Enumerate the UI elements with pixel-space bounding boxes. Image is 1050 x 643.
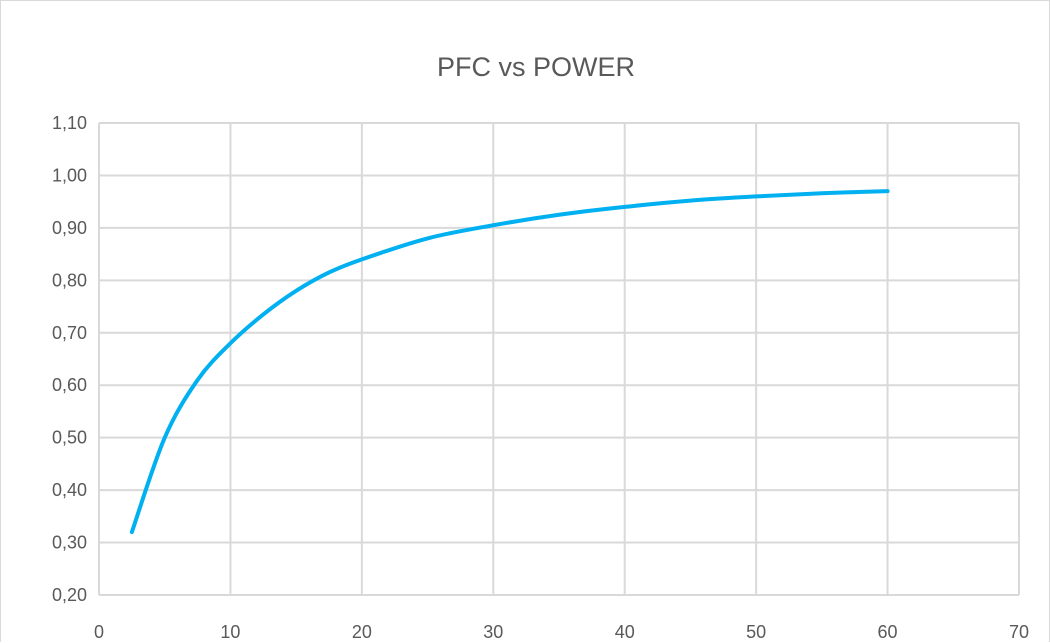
y-axis-tick-labels: 0,20 0,30 0,40 0,50 0,60 0,70 0,80 0,90 1,00 1,10 [52,113,87,605]
series-group [129,189,890,535]
x-tick-label: 0 [94,622,104,642]
y-tick-label: 1,10 [52,113,87,133]
x-tick-label: 50 [746,622,766,642]
y-tick-label: 0,80 [52,270,87,290]
series-line [129,189,890,535]
y-tick-label: 1,00 [52,165,87,185]
x-tick-label: 60 [878,622,898,642]
y-tick-label: 0,20 [52,585,87,605]
x-tick-label: 40 [615,622,635,642]
y-tick-label: 0,50 [52,428,87,448]
y-tick-label: 0,40 [52,480,87,500]
x-tick-label: 70 [1009,622,1029,642]
x-tick-label: 20 [352,622,372,642]
x-tick-label: 10 [220,622,240,642]
grid-group [98,122,1020,596]
y-tick-label: 0,30 [52,533,87,553]
y-tick-label: 0,90 [52,218,87,238]
y-tick-label: 0,60 [52,375,87,395]
x-tick-label: 30 [483,622,503,642]
y-tick-label: 0,70 [52,323,87,343]
x-axis-tick-labels: 0 10 20 30 40 50 60 70 [94,622,1029,642]
chart-title: PFC vs POWER [437,52,635,82]
